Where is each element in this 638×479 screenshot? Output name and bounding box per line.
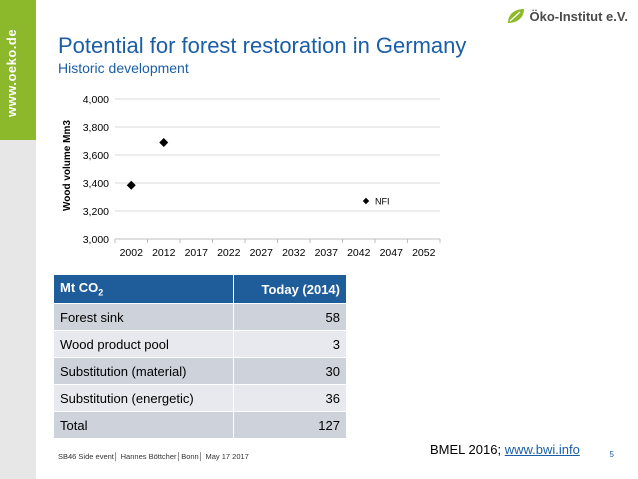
website-url[interactable]: www.oeko.de xyxy=(4,28,19,118)
row-value: 58 xyxy=(233,303,347,331)
table-header-row: Mt CO2 Today (2014) xyxy=(52,274,347,304)
x-tick-label: 2032 xyxy=(282,247,306,259)
point-layer xyxy=(126,138,169,190)
legend-marker xyxy=(362,197,370,205)
row-value: 30 xyxy=(233,357,347,385)
row-label: Substitution (energetic) xyxy=(52,384,235,412)
side-bar-green xyxy=(0,0,36,140)
y-tick-label: 4,000 xyxy=(83,94,109,106)
x-tick-label: 2052 xyxy=(412,247,436,259)
y-tick-label: 3,400 xyxy=(83,178,109,190)
x-tick-label: 2037 xyxy=(315,247,339,259)
slide-title: Potential for forest restoration in Germ… xyxy=(58,33,467,58)
side-bar-gray xyxy=(0,140,36,479)
grid-layer xyxy=(115,98,440,240)
row-label: Forest sink xyxy=(52,303,235,331)
x-tick-label: 2022 xyxy=(217,247,241,259)
y-tick-label: 3,200 xyxy=(83,206,109,218)
x-tick-label: 2042 xyxy=(347,247,371,259)
y-tick-label: 3,800 xyxy=(83,122,109,134)
table-row: Forest sink 58 xyxy=(52,303,347,331)
y-axis-label: Wood volume Mm3 xyxy=(62,120,73,211)
x-tick-label: 2017 xyxy=(185,247,209,259)
table-row: Wood product pool 3 xyxy=(52,330,347,358)
row-label: Total xyxy=(52,411,235,439)
table-row: Substitution (material) 30 xyxy=(52,357,347,385)
leaf-icon xyxy=(507,9,524,23)
co2-table: Mt CO2 Today (2014) Forest sink 58 Wood … xyxy=(52,274,347,439)
x-tick-label: 2012 xyxy=(152,247,176,259)
logo: Öko-Institut e.V. xyxy=(506,6,628,26)
legend: NFI xyxy=(362,197,390,207)
source: BMEL 2016; www.bwi.info xyxy=(430,442,580,457)
y-tick-label: 3,000 xyxy=(83,234,109,246)
row-value: 3 xyxy=(233,330,347,358)
side-bar: www.oeko.de xyxy=(0,0,48,479)
row-value: 36 xyxy=(233,384,347,412)
header-cell-label: Mt CO2 xyxy=(52,274,235,304)
header-cell-value: Today (2014) xyxy=(233,274,347,304)
y-tick-label: 3,600 xyxy=(83,150,109,162)
source-prefix: BMEL 2016; xyxy=(430,442,505,457)
source-link[interactable]: www.bwi.info xyxy=(504,442,580,457)
x-tick-label: 2047 xyxy=(380,247,404,259)
slide-subtitle: Historic development xyxy=(58,60,189,76)
axis-layer: 3,000 3,200 3,400 3,600 3,800 4,000 2002 2012 20… xyxy=(83,94,441,259)
logo-text: Öko-Institut e.V. xyxy=(529,8,628,24)
row-value: 127 xyxy=(233,411,347,439)
data-point xyxy=(159,138,169,148)
row-label: Substitution (material) xyxy=(52,357,235,385)
x-tick-label: 2002 xyxy=(120,247,144,259)
data-point xyxy=(126,180,136,190)
table-row: Total 127 xyxy=(52,411,347,439)
x-tick-label: 2027 xyxy=(250,247,274,259)
page-number: 5 xyxy=(609,450,614,459)
scatter-chart: 3,000 3,200 3,400 3,600 3,800 4,000 2002 2012 20… xyxy=(62,94,441,259)
row-label: Wood product pool xyxy=(52,330,235,358)
footer-text: SB46 Side event│ Hannes Böttcher│Bonn│ M… xyxy=(58,452,249,461)
table-row: Substitution (energetic) 36 xyxy=(52,384,347,412)
legend-label: NFI xyxy=(375,197,390,207)
